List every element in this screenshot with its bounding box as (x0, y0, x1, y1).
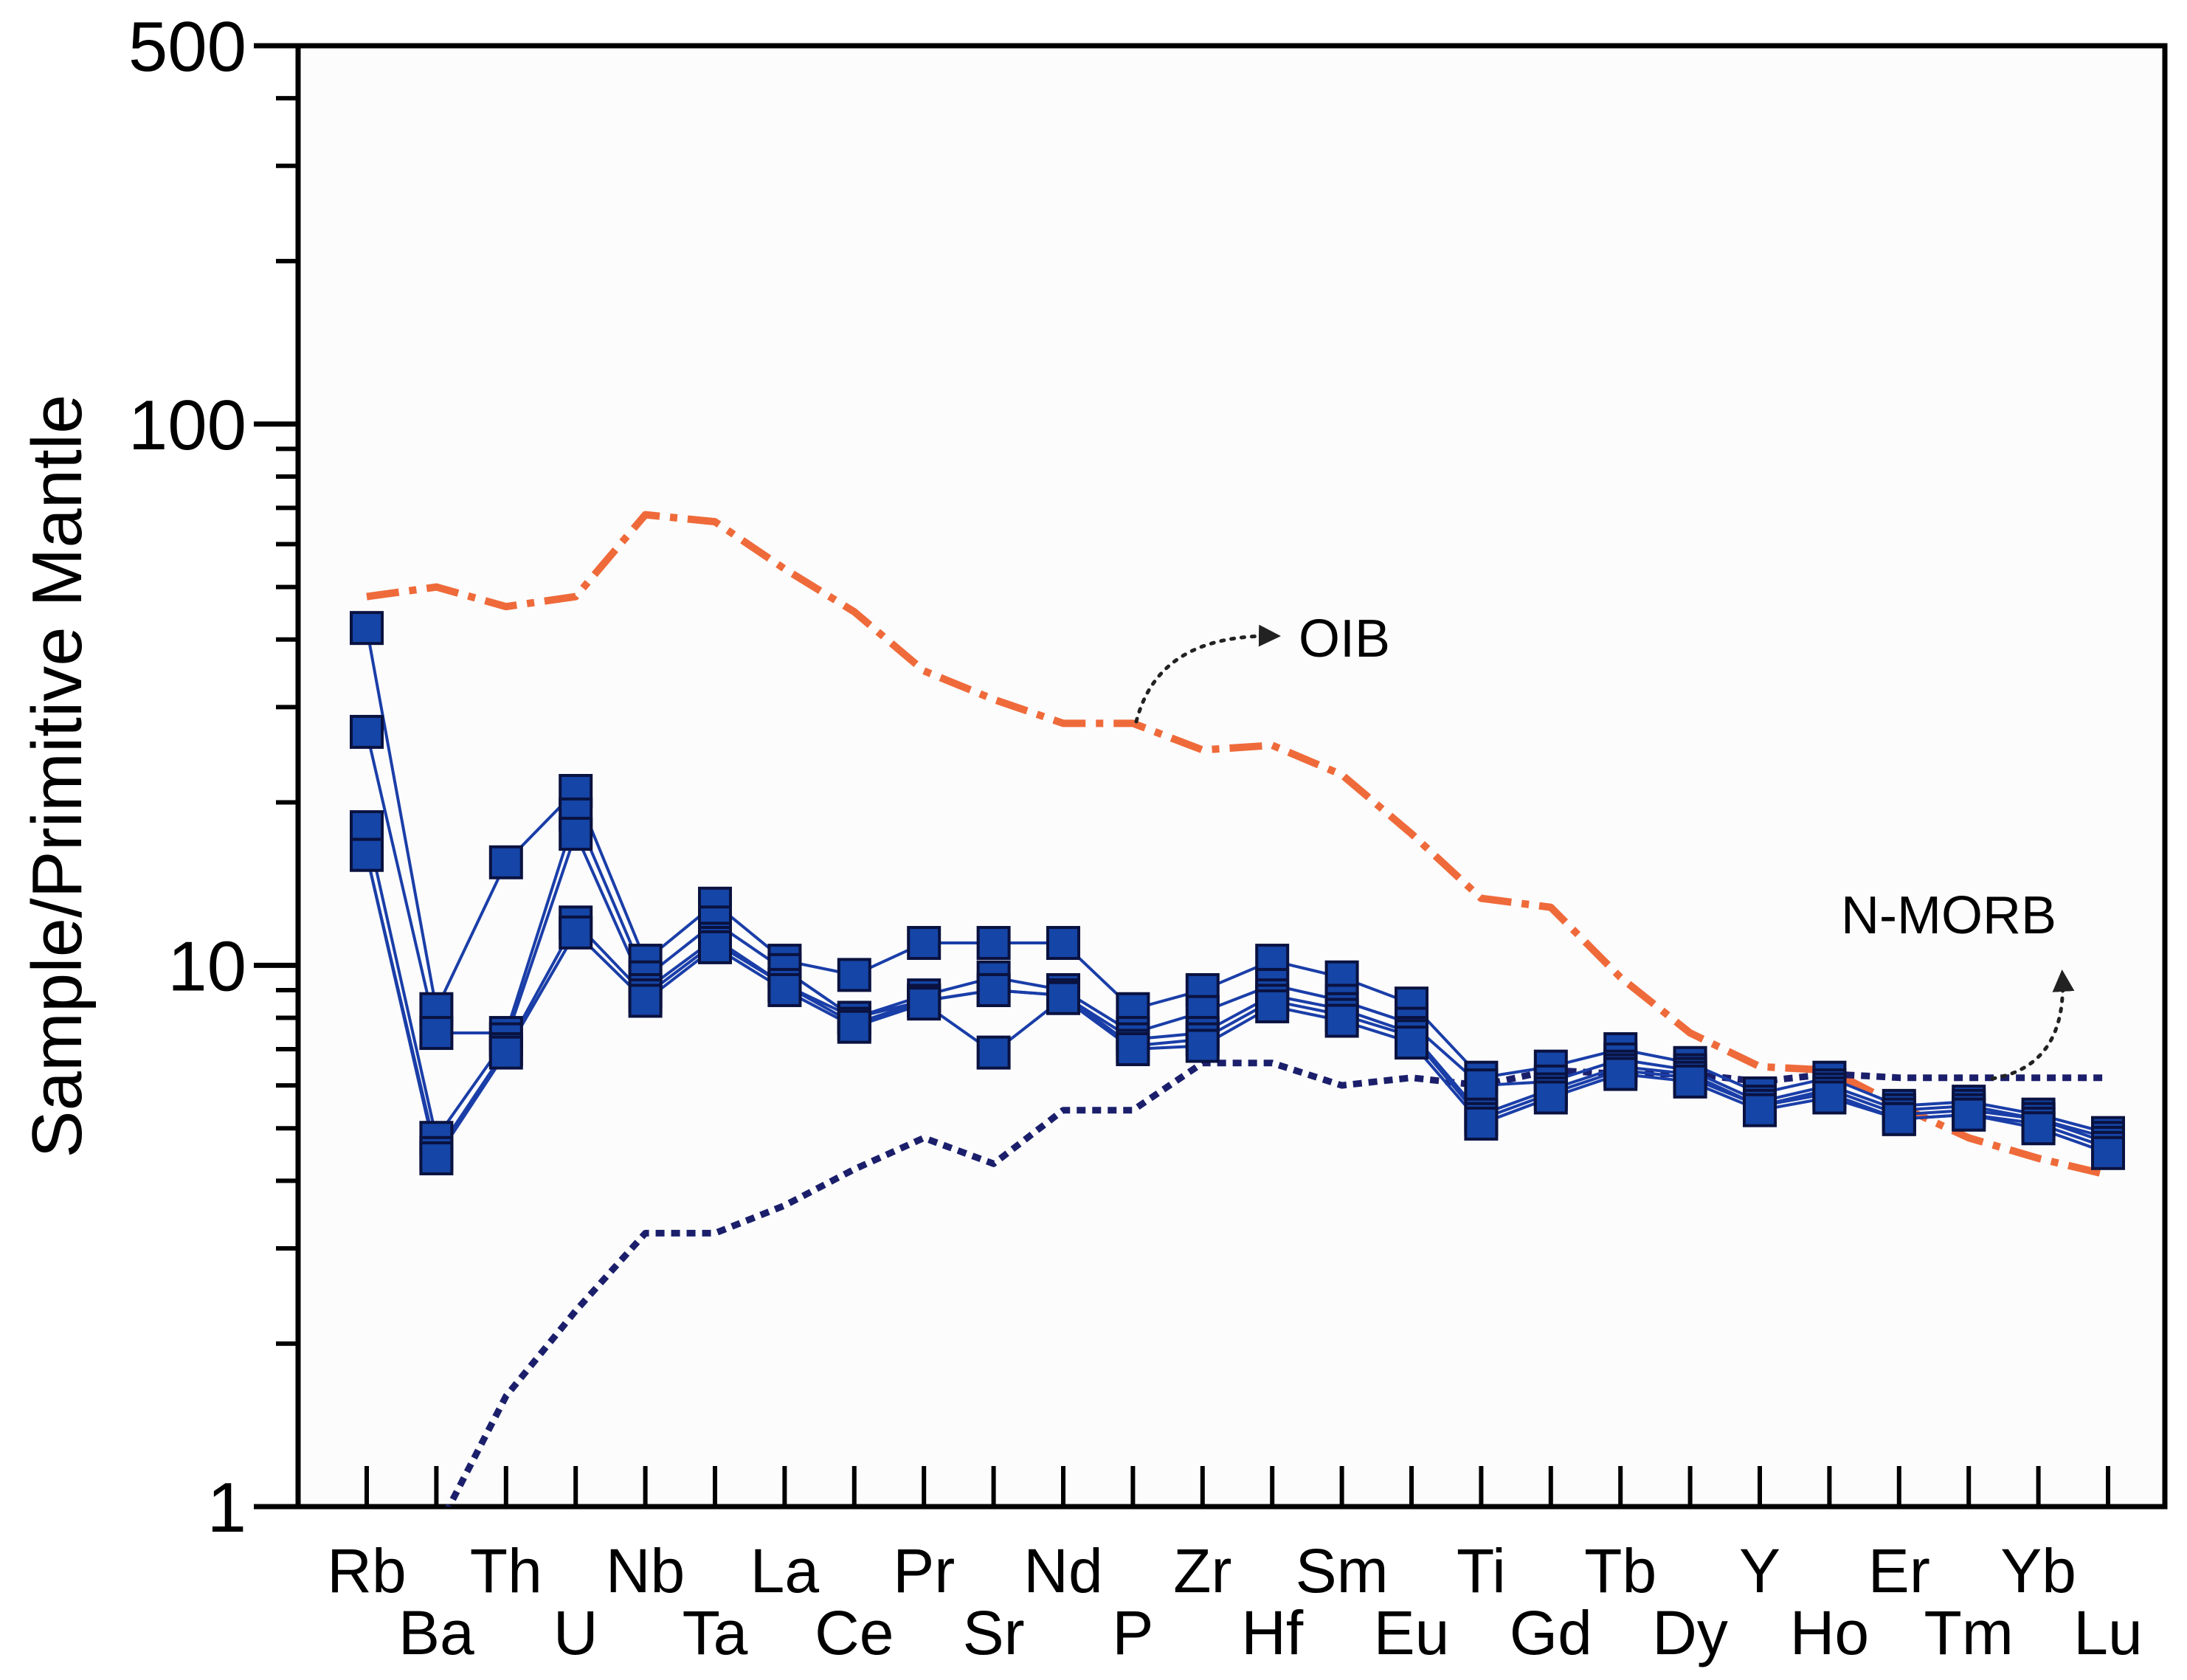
series-5-marker-nb (628, 984, 663, 1018)
series-2-marker-ba (419, 1016, 454, 1051)
x-tick-label: Eu (1374, 1598, 1450, 1667)
series-5-marker-tb (1603, 1057, 1638, 1091)
x-tick-label: Er (1868, 1536, 1930, 1605)
x-tick-label: Pr (893, 1536, 955, 1605)
x-tick-label: Ti (1457, 1536, 1506, 1605)
x-tick-label: Y (1739, 1536, 1780, 1605)
x-tick-label: Tm (1924, 1598, 2014, 1667)
series-5-marker-sm (1324, 1003, 1359, 1038)
x-tick-label: U (553, 1598, 598, 1667)
series-5-marker-ti (1464, 1106, 1499, 1141)
y-axis-label: Sample/Primitive Mantle (18, 395, 97, 1158)
series-5-marker-tm (1952, 1097, 1986, 1132)
series-5-marker-ho (1812, 1080, 1847, 1115)
series-5-marker-yb (2021, 1111, 2056, 1146)
series-2-marker-ti (1464, 1068, 1499, 1103)
series-1-marker-nd (1046, 926, 1080, 961)
oib-line (366, 511, 2110, 1179)
x-tick-label: Dy (1652, 1598, 1728, 1667)
x-tick-label: Ho (1790, 1598, 1869, 1667)
series-5-marker-dy (1673, 1064, 1707, 1099)
sample-series-markers (350, 611, 2125, 1175)
series-5-marker-p (1116, 1032, 1150, 1067)
n-morb-label: N-MORB (1841, 886, 2056, 945)
x-tick-label: Yb (2000, 1536, 2076, 1605)
y-tick-label: 500 (128, 7, 246, 86)
series-1-marker-ce (837, 958, 871, 992)
series-5-marker-ta (698, 930, 732, 964)
oib-annotation: OIB (1134, 609, 1390, 724)
series-5-marker-ba (419, 1141, 454, 1175)
series-1-marker-th (488, 845, 523, 879)
x-tick-label: Tb (1584, 1536, 1656, 1605)
series-5-marker-la (767, 972, 802, 1007)
x-tick-label: Gd (1510, 1598, 1592, 1667)
series-5-marker-eu (1395, 1026, 1428, 1060)
oib-label: OIB (1299, 609, 1390, 668)
series-5-marker-rb (350, 837, 384, 872)
series-5-marker-y (1743, 1093, 1777, 1127)
series-1-marker-sr (976, 926, 1011, 961)
x-tick-label: Ba (398, 1598, 474, 1667)
series-5-marker-th (488, 1035, 523, 1070)
y-axis: 1 10 100 500 (128, 7, 298, 1547)
series-5-marker-nd (1046, 981, 1080, 1015)
series-5-marker-hf (1255, 989, 1290, 1023)
x-tick-label: Nb (606, 1536, 685, 1605)
series-1-marker-pr (907, 926, 942, 961)
x-tick-label: Sr (963, 1598, 1025, 1667)
x-tick-label: P (1112, 1598, 1153, 1667)
x-tick-label: Th (470, 1536, 542, 1605)
x-tick-label: La (750, 1536, 820, 1605)
series-4-marker-sr (976, 972, 1011, 1007)
x-tick-label: Hf (1241, 1598, 1304, 1667)
x-tick-label: Sm (1296, 1536, 1389, 1605)
y-tick-label: 10 (167, 927, 246, 1006)
n-morb-annotation: N-MORB (1841, 886, 2075, 1081)
plot-border (295, 43, 2168, 1510)
x-tick-label: Ce (815, 1598, 894, 1667)
oib-arrow (1134, 624, 1281, 724)
series-5-marker-sr (976, 1035, 1011, 1070)
x-tick-label: Zr (1173, 1536, 1231, 1605)
y-tick-label: 1 (207, 1468, 246, 1547)
series-5-marker-lu (2091, 1135, 2125, 1170)
series-5-marker-gd (1533, 1080, 1568, 1115)
series-5-marker-pr (907, 986, 942, 1021)
x-tick-label: Nd (1023, 1536, 1102, 1605)
series-5-marker-er (1882, 1102, 1916, 1136)
plot-frame (295, 43, 2168, 1510)
series-2-marker-rb (350, 714, 384, 749)
series-1-marker-rb (350, 611, 384, 646)
x-tick-label: Ta (683, 1598, 748, 1667)
series-5-marker-u (559, 915, 593, 950)
x-tick-label: Rb (327, 1536, 406, 1605)
series-3-marker-u (559, 817, 593, 851)
series-5-marker-ce (837, 1009, 871, 1044)
x-tick-label: Lu (2073, 1598, 2142, 1667)
y-tick-label: 100 (128, 386, 246, 465)
series-5-marker-zr (1185, 1029, 1220, 1063)
